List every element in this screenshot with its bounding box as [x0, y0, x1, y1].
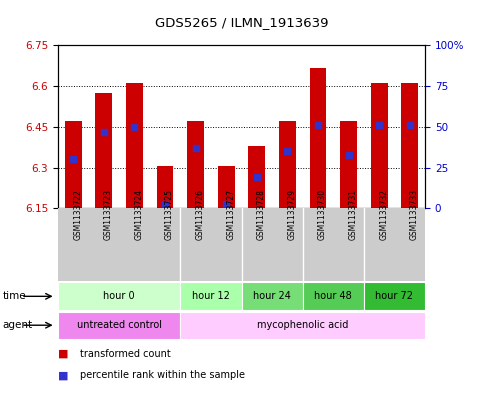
Bar: [180, 282, 242, 310]
Point: [222, 201, 230, 208]
Text: ■: ■: [58, 370, 69, 380]
Bar: [96, 93, 112, 208]
Text: mycophenolic acid: mycophenolic acid: [257, 320, 348, 330]
Bar: [242, 282, 303, 310]
Point: [375, 122, 383, 129]
Point: [253, 174, 261, 180]
Text: hour 48: hour 48: [314, 291, 352, 301]
Point: [314, 122, 322, 129]
Text: GSM1133724: GSM1133724: [134, 189, 143, 240]
Text: percentile rank within the sample: percentile rank within the sample: [80, 370, 245, 380]
Point: [100, 129, 108, 135]
Text: transformed count: transformed count: [80, 349, 170, 358]
Point: [130, 124, 138, 130]
Bar: [364, 282, 425, 310]
Text: agent: agent: [2, 320, 32, 331]
Bar: [58, 312, 180, 339]
Bar: [156, 166, 173, 208]
Text: hour 72: hour 72: [375, 291, 413, 301]
Text: GSM1133722: GSM1133722: [73, 189, 82, 240]
Bar: [187, 121, 204, 208]
Text: GSM1133723: GSM1133723: [104, 189, 113, 240]
Point: [345, 152, 353, 158]
Text: GSM1133729: GSM1133729: [287, 189, 297, 240]
Bar: [279, 121, 296, 208]
Bar: [248, 146, 265, 208]
Text: hour 12: hour 12: [192, 291, 230, 301]
Bar: [340, 121, 357, 208]
Bar: [371, 83, 387, 208]
Point: [70, 156, 77, 162]
Bar: [310, 68, 327, 208]
Text: GSM1133732: GSM1133732: [379, 189, 388, 240]
Text: GSM1133733: GSM1133733: [410, 189, 419, 240]
Bar: [303, 282, 364, 310]
Text: GSM1133730: GSM1133730: [318, 189, 327, 240]
Text: hour 0: hour 0: [103, 291, 135, 301]
Text: GSM1133727: GSM1133727: [226, 189, 235, 240]
Point: [192, 145, 199, 152]
Bar: [65, 121, 82, 208]
Bar: [58, 282, 180, 310]
Point: [406, 122, 413, 129]
Bar: [180, 312, 425, 339]
Text: time: time: [2, 291, 26, 301]
Text: GDS5265 / ILMN_1913639: GDS5265 / ILMN_1913639: [155, 16, 328, 29]
Text: GSM1133725: GSM1133725: [165, 189, 174, 240]
Text: GSM1133728: GSM1133728: [257, 189, 266, 240]
Text: hour 24: hour 24: [253, 291, 291, 301]
Bar: [126, 83, 143, 208]
Text: ■: ■: [58, 349, 69, 358]
Point: [284, 148, 291, 154]
Bar: [218, 166, 235, 208]
Bar: [401, 83, 418, 208]
Text: untreated control: untreated control: [77, 320, 162, 330]
Point: [161, 201, 169, 208]
Text: GSM1133726: GSM1133726: [196, 189, 205, 240]
Text: GSM1133731: GSM1133731: [349, 189, 357, 240]
